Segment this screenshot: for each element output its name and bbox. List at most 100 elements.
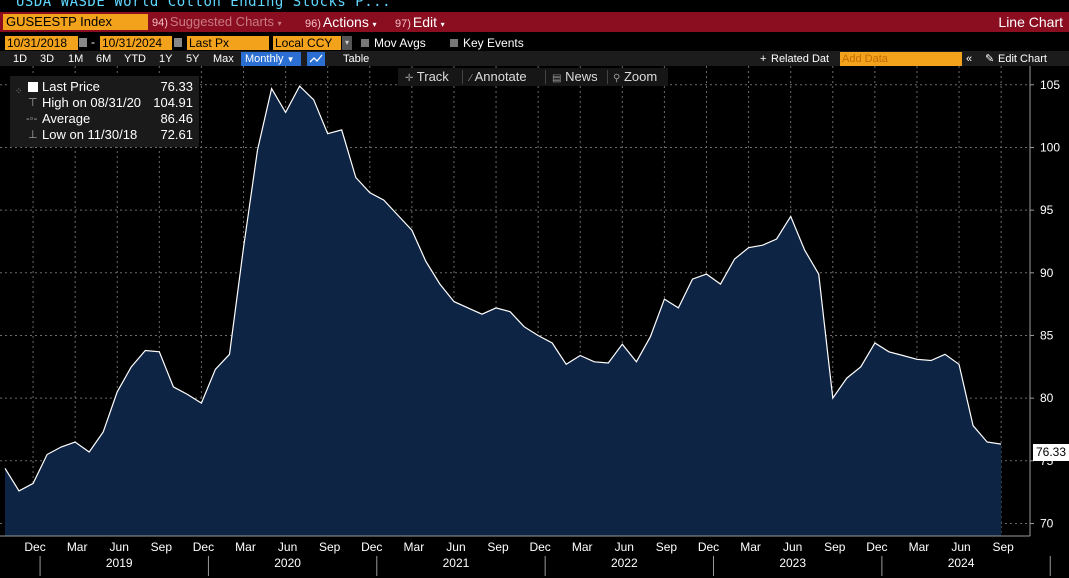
legend-average-value: 86.46 — [160, 111, 193, 126]
add-data-input[interactable]: Add Data — [840, 52, 962, 66]
y-tick-label: 85 — [1040, 328, 1054, 342]
divider — [462, 70, 463, 84]
x-year-label: 2021 — [443, 556, 470, 570]
price-area — [5, 86, 1002, 536]
legend-last-label: Last Price — [42, 79, 100, 94]
frequency-label: Monthly — [245, 53, 284, 65]
plus-icon[interactable]: + — [760, 53, 767, 65]
period-1d[interactable]: 1D — [13, 53, 28, 65]
x-month-label: Sep — [656, 540, 678, 554]
low-marker-icon: ⊥ — [28, 129, 38, 141]
checkbox-icon — [361, 39, 369, 47]
table-button[interactable]: Table — [343, 53, 370, 65]
edit-label: Edit — [412, 14, 438, 30]
x-month-label: Dec — [529, 540, 550, 554]
price-line — [4, 85, 1002, 492]
x-month-label: Sep — [824, 540, 846, 554]
annotate-button[interactable]: ⁄ Annotate — [470, 69, 527, 87]
divider — [607, 70, 608, 84]
x-month-label: Dec — [193, 540, 214, 554]
crosshair-icon: ✛ — [405, 73, 414, 84]
period-max[interactable]: Max — [213, 53, 234, 65]
x-year-label: 2023 — [779, 556, 806, 570]
frequency-select[interactable]: Monthly ▼ — [241, 52, 301, 66]
end-date-input[interactable]: 10/31/2024 — [100, 36, 172, 50]
edit-chart-button[interactable]: Edit Chart — [998, 53, 1047, 65]
period-6m[interactable]: 6M — [96, 53, 112, 65]
chevron-down-icon[interactable]: ▾ — [342, 36, 352, 50]
x-month-label: Sep — [487, 540, 509, 554]
y-tick-label: 95 — [1040, 203, 1054, 217]
field-select[interactable]: Last Px — [187, 36, 269, 50]
zoom-button[interactable]: ⚲ Zoom — [613, 69, 657, 87]
x-year-label: 2022 — [611, 556, 638, 570]
y-tick-label: 100 — [1040, 140, 1060, 154]
legend-average: -◦- Average 86.46 — [10, 111, 199, 127]
key-events-toggle[interactable]: Key Events — [450, 36, 524, 50]
legend-low: ⊥ Low on 11/30/18 72.61 — [10, 127, 199, 143]
news-label: News — [565, 69, 598, 84]
divider — [545, 70, 546, 84]
suggested-charts-button[interactable]: 94) Suggested Charts ▾ — [152, 12, 282, 32]
news-button[interactable]: ▤ News — [552, 69, 598, 87]
high-marker-icon: ⊤ — [28, 97, 38, 109]
x-month-label: Mar — [909, 540, 930, 554]
mov-avgs-toggle[interactable]: Mov Avgs — [361, 36, 426, 50]
related-data-button[interactable]: Related Dat — [771, 53, 830, 65]
legend-low-label: Low on 11/30/18 — [42, 127, 138, 142]
x-month-label: Dec — [698, 540, 719, 554]
y-tick-label: 105 — [1040, 78, 1060, 92]
x-month-label: Jun — [110, 540, 129, 554]
x-month-label: Mar — [572, 540, 593, 554]
chart-legend: ⁘ Last Price 76.33 ⊤ High on 08/31/20 10… — [10, 76, 199, 147]
range-dash: - — [91, 35, 95, 49]
x-month-label: Sep — [992, 540, 1014, 554]
edit-button[interactable]: 97) Edit ▾ — [395, 12, 445, 32]
suggested-charts-number: 94) — [152, 17, 168, 29]
price-chart[interactable]: 707580859095100105 DecMarJunSepDecMarJun… — [0, 66, 1069, 578]
track-label: Track — [416, 69, 449, 84]
line-chart-icon[interactable] — [307, 52, 325, 66]
annotate-icon: ⁄ — [470, 73, 472, 84]
track-button[interactable]: ✛ Track — [405, 69, 449, 87]
ticker-input[interactable]: GUSEESTP Index — [3, 14, 148, 30]
mov-avgs-label: Mov Avgs — [374, 36, 426, 50]
chart-type-label: Line Chart — [998, 14, 1063, 30]
start-date-input[interactable]: 10/31/2018 — [5, 36, 78, 50]
y-tick-label: 90 — [1040, 266, 1054, 280]
period-1y[interactable]: 1Y — [159, 53, 173, 65]
currency-select[interactable]: Local CCY — [273, 36, 341, 50]
x-month-label: Mar — [404, 540, 425, 554]
main-toolbar — [0, 12, 1069, 32]
chevron-down-icon: ▾ — [277, 19, 282, 28]
x-year-label: 2019 — [106, 556, 133, 570]
magnifier-icon: ⚲ — [613, 73, 621, 84]
annotate-label: Annotate — [474, 69, 527, 84]
legend-high-value: 104.91 — [153, 95, 193, 110]
period-3d[interactable]: 3D — [40, 53, 55, 65]
average-marker-icon: -◦- — [26, 113, 38, 125]
period-1m[interactable]: 1M — [68, 53, 84, 65]
pencil-icon[interactable]: ✎ — [985, 53, 995, 65]
collapse-icon[interactable]: « — [966, 53, 973, 65]
x-month-label: Mar — [235, 540, 256, 554]
zoom-label: Zoom — [623, 69, 658, 84]
y-tick-label: 70 — [1040, 516, 1054, 530]
y-tick-label: 80 — [1040, 391, 1054, 405]
calendar-icon[interactable] — [79, 38, 87, 47]
x-month-label: Dec — [361, 540, 382, 554]
period-ytd[interactable]: YTD — [124, 53, 146, 65]
calendar-icon[interactable] — [174, 38, 182, 47]
y-axis: 707580859095100105 — [1030, 78, 1060, 530]
window-title-bar: USDA WASDE World Cotton Ending Stocks P.… — [0, 0, 1069, 12]
chevron-down-icon: ▼ — [286, 55, 295, 64]
actions-number: 96) — [305, 18, 321, 30]
actions-label: Actions — [322, 14, 369, 30]
date-range-bar: 10/31/2018 - 10/31/2024 Last Px Local CC… — [0, 34, 1069, 51]
chevron-down-icon: ▾ — [440, 20, 445, 29]
period-5y[interactable]: 5Y — [186, 53, 200, 65]
chart-subtoolbar: ✛ Track ⁄ Annotate ▤ News ⚲ Zoom — [398, 68, 668, 86]
legend-last-price[interactable]: ⁘ Last Price 76.33 — [10, 79, 199, 96]
actions-button[interactable]: 96) Actions ▾ — [305, 12, 376, 32]
news-icon: ▤ — [552, 73, 562, 84]
